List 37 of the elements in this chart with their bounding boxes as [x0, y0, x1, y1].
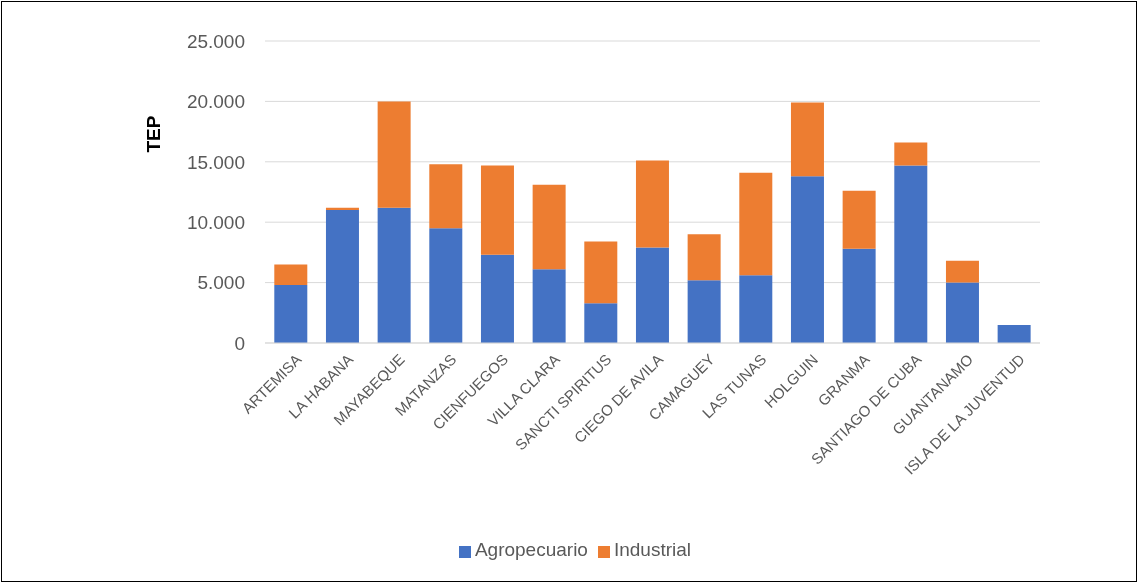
- bar: [790, 176, 824, 343]
- bar: [997, 324, 1031, 343]
- legend-label: Industrial: [613, 539, 692, 560]
- bar: [945, 282, 979, 343]
- y-tick-label: 15.000: [186, 151, 245, 173]
- bar: [739, 172, 773, 276]
- bar: [274, 264, 308, 286]
- bar: [429, 164, 463, 229]
- bar: [584, 241, 618, 304]
- bar: [532, 269, 566, 343]
- y-tick-label: 5.000: [197, 272, 245, 294]
- y-tick-label: 10.000: [186, 211, 245, 233]
- bar: [325, 210, 359, 343]
- bar: [739, 275, 773, 343]
- bar: [894, 165, 928, 343]
- bar: [274, 285, 308, 343]
- bar: [687, 280, 721, 343]
- bar: [377, 207, 411, 343]
- legend-label: Agropecuario: [474, 539, 588, 560]
- bar: [377, 101, 411, 208]
- bar: [945, 260, 979, 283]
- bar: [635, 247, 669, 343]
- y-tick-label: 20.000: [186, 91, 245, 113]
- bar: [894, 142, 928, 166]
- bar: [532, 184, 566, 270]
- y-tick-label: 25.000: [186, 30, 245, 52]
- bar: [842, 248, 876, 343]
- bar: [790, 102, 824, 177]
- bar: [687, 234, 721, 281]
- bar: [635, 160, 669, 248]
- y-axis-title: TEP: [142, 115, 164, 153]
- bar: [842, 190, 876, 249]
- bar: [480, 165, 514, 255]
- bar: [429, 228, 463, 343]
- bar: [480, 254, 514, 343]
- bar: [584, 303, 618, 343]
- y-tick-label: 0: [234, 332, 245, 354]
